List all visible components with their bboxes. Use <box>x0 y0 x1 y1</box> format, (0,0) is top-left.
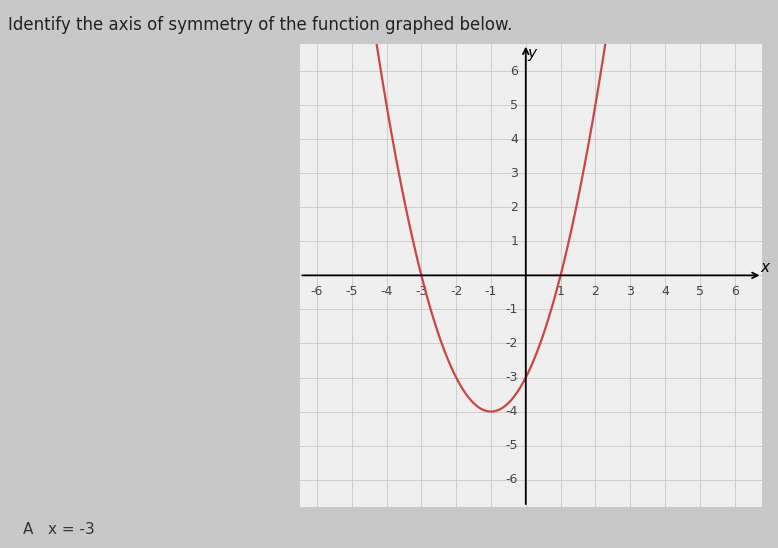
Text: -5: -5 <box>345 285 358 298</box>
Text: -3: -3 <box>506 371 518 384</box>
Text: -3: -3 <box>415 285 428 298</box>
Text: 4: 4 <box>661 285 669 298</box>
Text: -2: -2 <box>450 285 462 298</box>
Text: 3: 3 <box>510 167 518 180</box>
Text: 2: 2 <box>510 201 518 214</box>
Text: -2: -2 <box>506 337 518 350</box>
Text: 6: 6 <box>731 285 738 298</box>
Text: -1: -1 <box>506 303 518 316</box>
Text: 1: 1 <box>556 285 565 298</box>
Text: -6: -6 <box>310 285 323 298</box>
Text: x: x <box>761 260 769 276</box>
Text: A   x = -3: A x = -3 <box>23 522 95 537</box>
Text: -1: -1 <box>485 285 497 298</box>
Text: 5: 5 <box>510 99 518 112</box>
Text: 5: 5 <box>696 285 704 298</box>
Text: y: y <box>527 45 537 60</box>
Text: -4: -4 <box>506 405 518 418</box>
Text: 4: 4 <box>510 133 518 146</box>
Text: -5: -5 <box>506 439 518 452</box>
Text: -6: -6 <box>506 473 518 486</box>
Text: 2: 2 <box>591 285 599 298</box>
Text: 6: 6 <box>510 65 518 78</box>
Text: 3: 3 <box>626 285 634 298</box>
Text: 1: 1 <box>510 235 518 248</box>
Text: -4: -4 <box>380 285 393 298</box>
Text: Identify the axis of symmetry of the function graphed below.: Identify the axis of symmetry of the fun… <box>8 16 512 35</box>
